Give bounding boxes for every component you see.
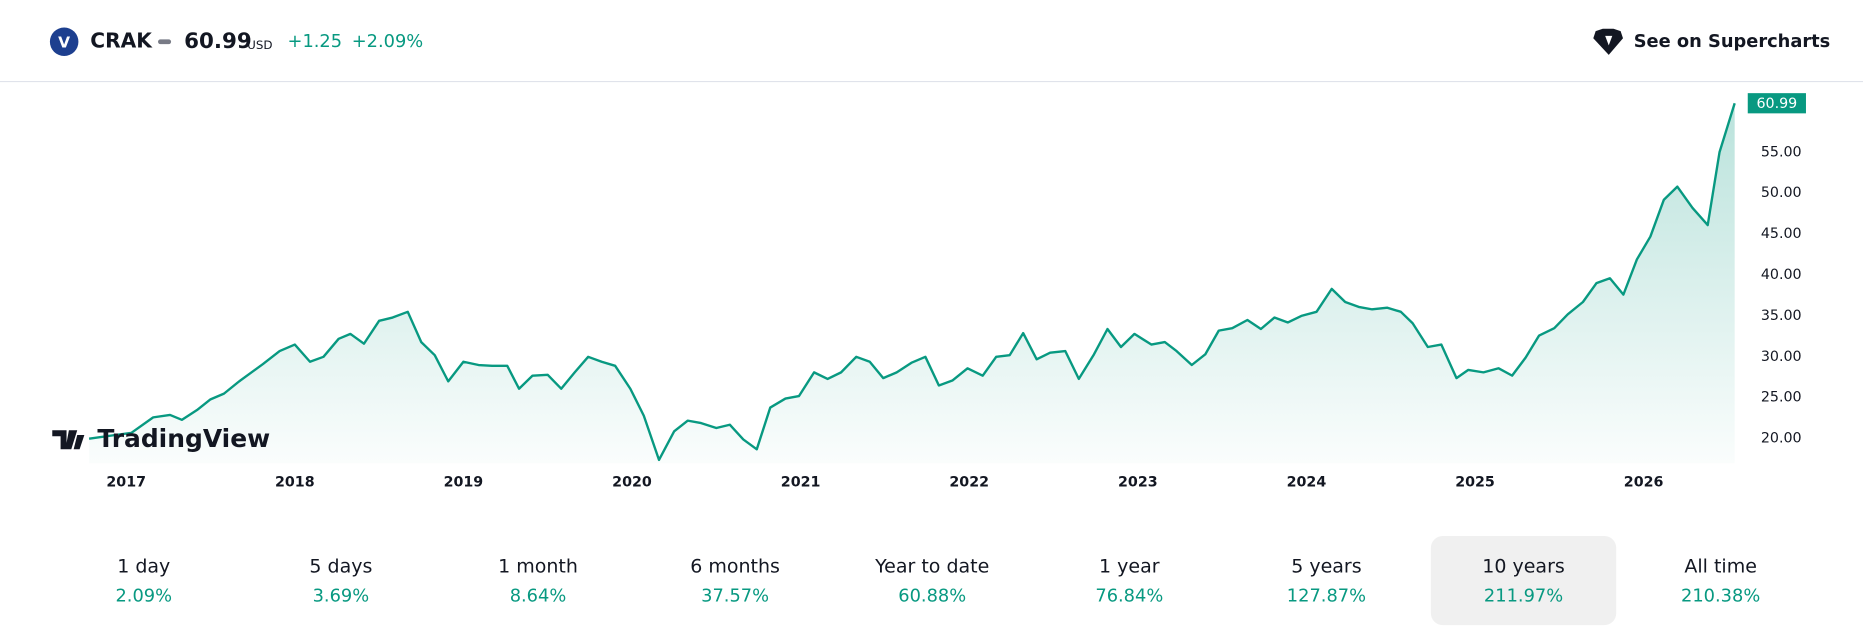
price: 60.99 bbox=[184, 29, 252, 54]
period-label[interactable]: 6 months bbox=[690, 555, 780, 577]
plot: 20.00 25.00 30.00 35.00 40.00 45.00 50.00 55.00… bbox=[88, 93, 1806, 491]
x-tick-label: 2026 bbox=[1624, 475, 1664, 491]
period-label[interactable]: 1 day bbox=[117, 555, 170, 577]
area bbox=[89, 103, 1735, 464]
x-tick-label: 2020 bbox=[612, 475, 652, 491]
supercharts-icon-inner bbox=[1605, 35, 1613, 46]
watermark-text: TradingView bbox=[97, 424, 270, 453]
change-percent: +2.09% bbox=[352, 31, 424, 52]
period-label[interactable]: 5 years bbox=[1291, 555, 1361, 577]
period-value[interactable]: 37.57% bbox=[701, 586, 769, 607]
periods: 1 day 2.09% 5 days 3.69% 1 month 8.64% 6 month… bbox=[115, 536, 1760, 626]
x-tick-label: 2024 bbox=[1287, 475, 1327, 491]
line bbox=[88, 102, 1736, 462]
period-value[interactable]: 60.88% bbox=[898, 586, 966, 607]
y-tick-label: 50.00 bbox=[1761, 185, 1802, 201]
x-tick-label: 2019 bbox=[444, 475, 484, 491]
x-tick-label: 2018 bbox=[275, 475, 315, 491]
period-value[interactable]: 210.38% bbox=[1681, 586, 1760, 607]
logo-letter: V bbox=[58, 33, 70, 51]
period-value[interactable]: 211.97% bbox=[1484, 586, 1563, 607]
currency: USD bbox=[247, 38, 272, 52]
period-label[interactable]: 10 years bbox=[1482, 555, 1565, 577]
period-value[interactable]: 3.69% bbox=[313, 586, 370, 607]
x-tick-label: 2017 bbox=[106, 475, 146, 491]
status-dash bbox=[158, 39, 172, 45]
symbol: CRAK bbox=[90, 28, 153, 52]
y-tick-label: 55.00 bbox=[1761, 144, 1802, 160]
y-tick-label: 35.00 bbox=[1761, 308, 1802, 324]
period-value[interactable]: 8.64% bbox=[510, 586, 567, 607]
period-value[interactable]: 127.87% bbox=[1287, 586, 1366, 607]
x-tick-label: 2025 bbox=[1455, 475, 1495, 491]
period-label[interactable]: 5 days bbox=[309, 555, 372, 577]
y-tick-label: 20.00 bbox=[1761, 431, 1802, 447]
last-value-label: 60.99 bbox=[1756, 96, 1797, 112]
logo bbox=[49, 27, 79, 57]
last-value-box bbox=[1747, 93, 1806, 114]
x-tick-label: 2022 bbox=[949, 475, 989, 491]
period-label[interactable]: 1 month bbox=[498, 555, 578, 577]
period-value[interactable]: 2.09% bbox=[115, 586, 172, 607]
period-label[interactable]: Year to date bbox=[874, 555, 989, 577]
y-tick-label: 45.00 bbox=[1761, 226, 1802, 242]
supercharts-link[interactable]: See on Supercharts bbox=[1634, 31, 1831, 52]
period-selected-bg bbox=[1430, 536, 1617, 626]
y-tick-label: 40.00 bbox=[1761, 267, 1802, 283]
y-tick-label: 25.00 bbox=[1761, 390, 1802, 406]
x-tick-label: 2021 bbox=[781, 475, 821, 491]
watermark: TradingView bbox=[52, 424, 270, 453]
x-tick-label: 2023 bbox=[1118, 475, 1158, 491]
watermark-logo bbox=[52, 430, 85, 450]
period-label[interactable]: 1 year bbox=[1099, 555, 1160, 577]
change: +1.25 bbox=[288, 31, 343, 52]
period-label[interactable]: All time bbox=[1684, 555, 1757, 577]
y-tick-label: 30.00 bbox=[1761, 349, 1802, 365]
period-value[interactable]: 76.84% bbox=[1095, 586, 1163, 607]
